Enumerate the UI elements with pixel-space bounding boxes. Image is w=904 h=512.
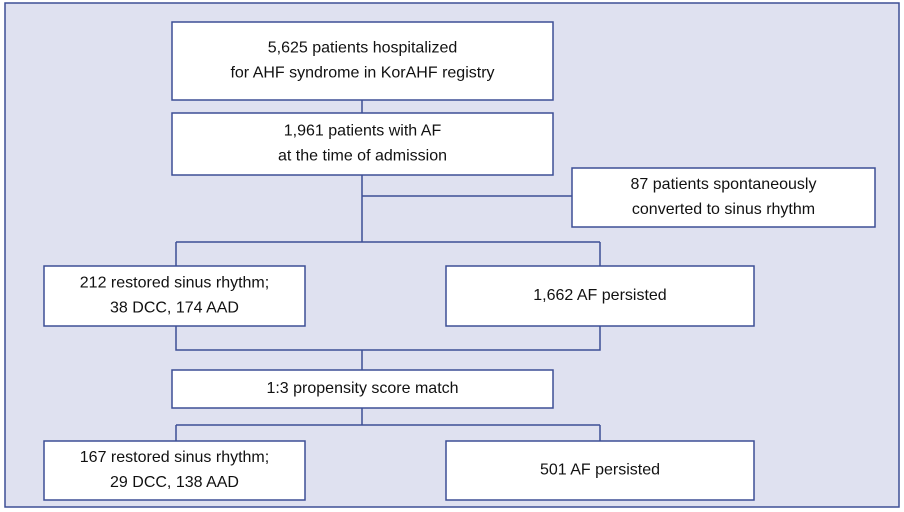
box-text: for AHF syndrome in KorAHF registry [230,65,494,82]
box [43,440,306,501]
box-text: 501 AF persisted [540,462,660,479]
box [171,112,554,176]
box [445,440,755,501]
connector [175,326,601,370]
box [571,167,876,228]
box [445,265,755,327]
box-text: 87 patients spontaneously [631,176,817,193]
box [171,21,554,101]
connector [175,175,601,266]
box-text: 38 DCC, 174 AAD [110,300,239,317]
box-text: 1,662 AF persisted [533,287,666,304]
box-text: 1:3 propensity score match [266,380,458,397]
connectors [175,100,601,441]
box-text: converted to sinus rhythm [632,201,815,218]
box-text: 1,961 patients with AF [284,123,442,140]
box-text: 5,625 patients hospitalized [268,40,457,57]
box-text: 212 restored sinus rhythm; [80,275,269,292]
box [43,265,306,327]
box [171,369,554,409]
box-text: 167 restored sinus rhythm; [80,449,269,466]
connector [175,408,601,441]
box-text: 29 DCC, 138 AAD [110,474,239,491]
box-text: at the time of admission [278,148,447,165]
